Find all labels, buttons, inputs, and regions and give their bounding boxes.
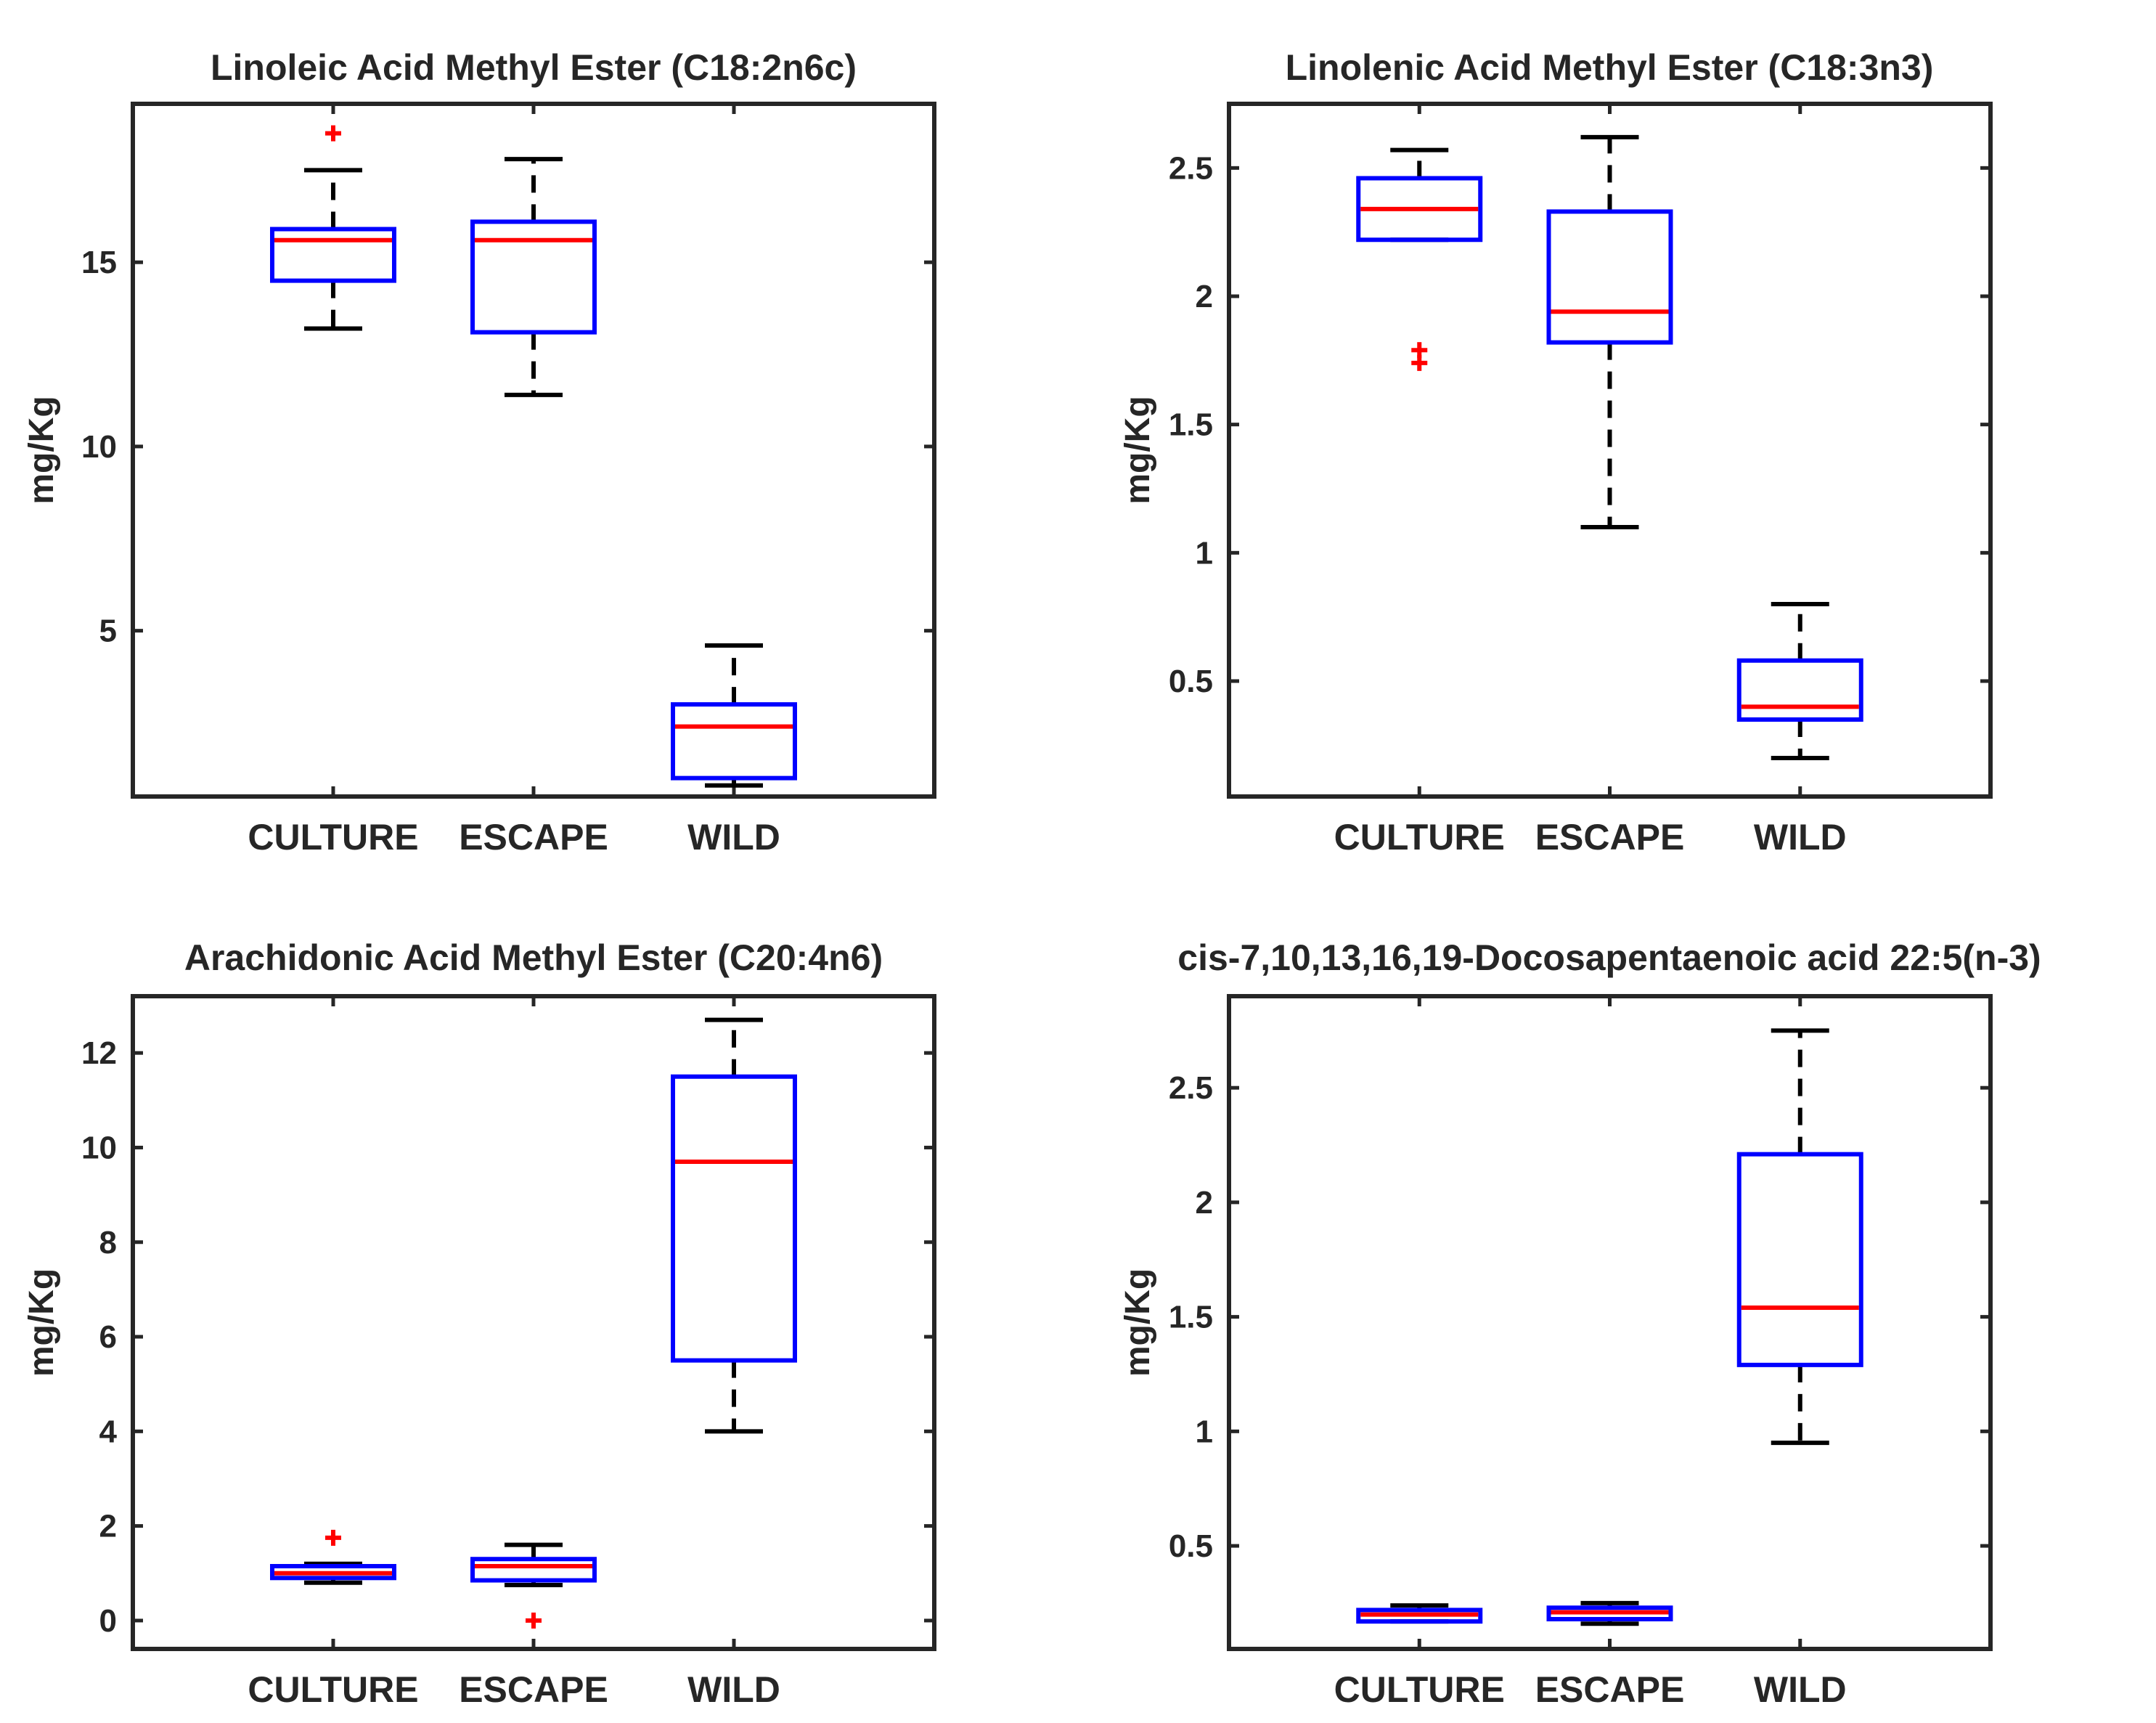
y-tick-label: 1.5	[1169, 407, 1213, 443]
chart-panel-3: Arachidonic Acid Methyl Ester (C20:4n6) m…	[23, 937, 936, 1710]
box-escape	[1546, 1600, 1673, 1626]
box-culture	[1356, 1603, 1483, 1624]
box-escape	[470, 157, 597, 397]
y-tick-label: 2.5	[1169, 150, 1213, 186]
axes-frame	[131, 994, 936, 1651]
box-iqr	[671, 702, 797, 781]
x-tick-label: ESCAPE	[459, 1669, 608, 1710]
chart-title: cis-7,10,13,16,19-Docosapentaenoic acid …	[1177, 937, 2041, 978]
y-tick-label: 2	[99, 1509, 117, 1544]
y-tick-label: 4	[99, 1414, 118, 1449]
y-tick-label: 12	[81, 1035, 117, 1071]
box-escape	[1546, 134, 1673, 529]
box-iqr	[470, 219, 597, 335]
box-escape	[470, 1542, 597, 1629]
y-tick-label: 1	[1196, 1414, 1213, 1449]
box-wild	[1736, 602, 1863, 760]
box-wild	[671, 1017, 797, 1434]
axes-frame	[1227, 994, 1993, 1651]
box-culture	[270, 1529, 396, 1585]
y-tick-label: 10	[81, 429, 117, 465]
x-tick-label: WILD	[687, 1669, 780, 1710]
chart-panel-1: Linoleic Acid Methyl Ester (C18:2n6c) mg/…	[23, 47, 936, 858]
box-iqr	[470, 1557, 597, 1583]
chart-panel-2: Linolenic Acid Methyl Ester (C18:3n3) mg/…	[1119, 47, 1993, 858]
y-tick-label: 0.5	[1169, 664, 1213, 699]
y-tick-label: 1	[1196, 535, 1213, 571]
outlier-marker	[325, 1529, 341, 1546]
box-iqr	[1736, 658, 1863, 722]
box-wild	[671, 643, 797, 788]
x-tick-label: WILD	[1754, 1669, 1847, 1710]
chart-title: Linolenic Acid Methyl Ester (C18:3n3)	[1286, 47, 1934, 88]
chart-title: Linoleic Acid Methyl Ester (C18:2n6c)	[211, 47, 857, 88]
outlier-marker	[325, 125, 341, 142]
y-tick-label: 5	[99, 614, 117, 649]
y-axis-label: mg/Kg	[23, 1268, 61, 1377]
x-tick-label: ESCAPE	[1535, 1669, 1685, 1710]
box-iqr	[270, 1563, 396, 1581]
axes-frame	[131, 102, 936, 799]
box-iqr	[1356, 176, 1483, 243]
box-iqr	[1546, 209, 1673, 345]
x-tick-label: ESCAPE	[459, 817, 608, 858]
box-iqr	[1356, 1608, 1483, 1624]
box-iqr	[1736, 1152, 1863, 1367]
x-tick-label: WILD	[1754, 817, 1847, 858]
box-iqr	[270, 227, 396, 283]
y-tick-label: 1.5	[1169, 1300, 1213, 1335]
y-tick-label: 2.5	[1169, 1070, 1213, 1106]
box-iqr	[1546, 1605, 1673, 1621]
box-iqr	[671, 1074, 797, 1363]
x-tick-label: ESCAPE	[1535, 817, 1685, 858]
x-tick-label: CULTURE	[248, 817, 418, 858]
box-wild	[1736, 1028, 1863, 1446]
x-tick-label: WILD	[687, 817, 780, 858]
y-tick-label: 8	[99, 1225, 117, 1260]
y-axis-label: mg/Kg	[1119, 1268, 1157, 1377]
x-tick-label: CULTURE	[1334, 817, 1505, 858]
chart-title: Arachidonic Acid Methyl Ester (C20:4n6)	[184, 937, 883, 978]
y-tick-label: 2	[1196, 279, 1213, 314]
y-axis-label: mg/Kg	[1119, 396, 1157, 504]
y-tick-label: 0.5	[1169, 1528, 1213, 1564]
y-axis-label: mg/Kg	[23, 396, 61, 504]
y-tick-label: 15	[81, 245, 117, 280]
axes-frame	[1227, 102, 1993, 799]
outlier-marker	[1411, 342, 1428, 359]
y-tick-label: 0	[99, 1603, 117, 1639]
y-tick-label: 6	[99, 1319, 117, 1355]
x-tick-label: CULTURE	[248, 1669, 418, 1710]
y-tick-label: 2	[1196, 1185, 1213, 1221]
box-culture	[1356, 147, 1483, 371]
outlier-marker	[526, 1612, 542, 1629]
y-tick-label: 10	[81, 1130, 117, 1165]
box-culture	[270, 125, 396, 331]
chart-panel-4: cis-7,10,13,16,19-Docosapentaenoic acid …	[1119, 937, 2041, 1710]
x-tick-label: CULTURE	[1334, 1669, 1505, 1710]
